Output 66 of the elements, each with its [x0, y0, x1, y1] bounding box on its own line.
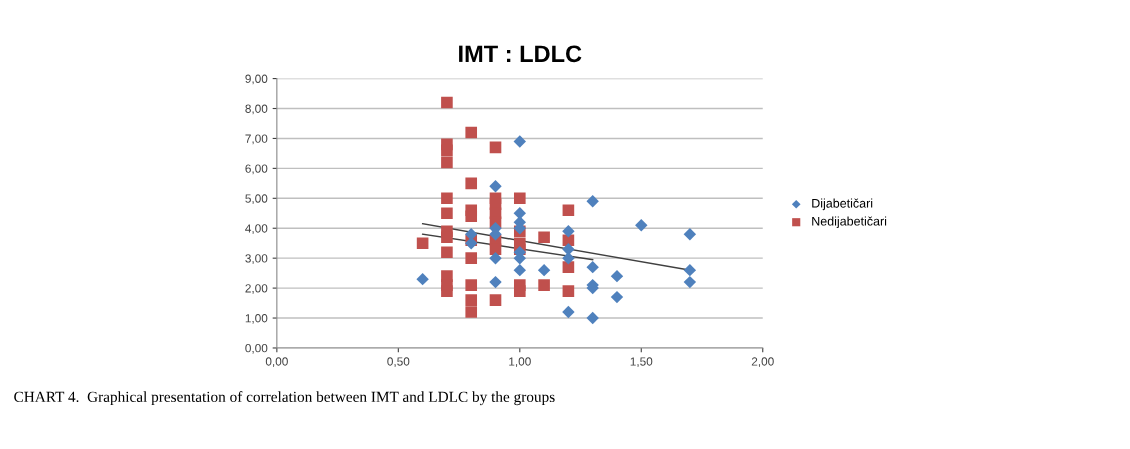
y-tick-label: 0,00	[245, 344, 268, 354]
point	[489, 275, 502, 289]
point	[683, 275, 697, 289]
point	[416, 272, 429, 286]
point	[513, 192, 526, 205]
point	[586, 311, 599, 325]
point	[562, 261, 575, 273]
point	[513, 263, 527, 277]
point	[562, 204, 575, 217]
y-tick-label: 4,00	[245, 224, 268, 235]
point	[513, 285, 526, 297]
legend-label: Dijabetičari	[812, 198, 873, 211]
x-tick-label: 0,50	[387, 357, 410, 368]
y-tick-label: 7,00	[245, 134, 268, 145]
point	[537, 263, 551, 277]
x-tick-label: 0,00	[265, 357, 288, 368]
point	[465, 210, 478, 223]
point	[441, 156, 453, 169]
point	[538, 279, 550, 291]
point	[683, 228, 697, 241]
y-tick-label: 8,00	[245, 104, 268, 115]
y-tick-label: 5,00	[245, 194, 268, 205]
x-tick-label: 1,50	[630, 357, 653, 368]
point	[513, 135, 527, 148]
point	[610, 269, 624, 283]
point	[441, 144, 453, 157]
point	[489, 294, 502, 306]
chart-title: IMT : LDLC	[459, 45, 582, 63]
point	[489, 251, 502, 265]
point	[441, 231, 453, 244]
point	[489, 243, 502, 255]
point	[465, 279, 478, 291]
caption: CHART 4. Graphical presentation of correlation between IMT and LDLC by the groups	[14, 391, 555, 406]
y-tick-label: 1,00	[245, 314, 268, 324]
x-tick-label: 2,00	[751, 357, 774, 368]
point	[465, 294, 478, 306]
point	[416, 237, 429, 250]
point	[489, 141, 502, 154]
point	[683, 263, 697, 277]
point	[586, 195, 599, 208]
legend-label: Nedijabetičari	[812, 216, 887, 229]
point	[586, 260, 599, 274]
point	[610, 290, 624, 304]
point	[441, 285, 453, 297]
y-tick-label: 9,00	[245, 74, 268, 85]
point	[441, 96, 453, 109]
point	[562, 251, 575, 265]
point	[441, 192, 453, 205]
point	[513, 207, 527, 220]
point	[441, 207, 453, 220]
point	[441, 246, 453, 258]
y-tick-label: 2,00	[245, 284, 268, 294]
y-tick-label: 3,00	[245, 254, 268, 264]
point	[465, 177, 478, 190]
point	[562, 285, 575, 297]
point	[489, 180, 502, 193]
y-tick-label: 6,00	[245, 164, 268, 175]
x-tick-label: 1,00	[509, 357, 531, 368]
point	[538, 231, 550, 244]
point	[562, 225, 575, 238]
point	[562, 305, 575, 319]
point	[635, 219, 648, 232]
point	[465, 126, 478, 139]
point	[562, 242, 575, 256]
point	[465, 252, 478, 264]
point	[465, 306, 478, 318]
